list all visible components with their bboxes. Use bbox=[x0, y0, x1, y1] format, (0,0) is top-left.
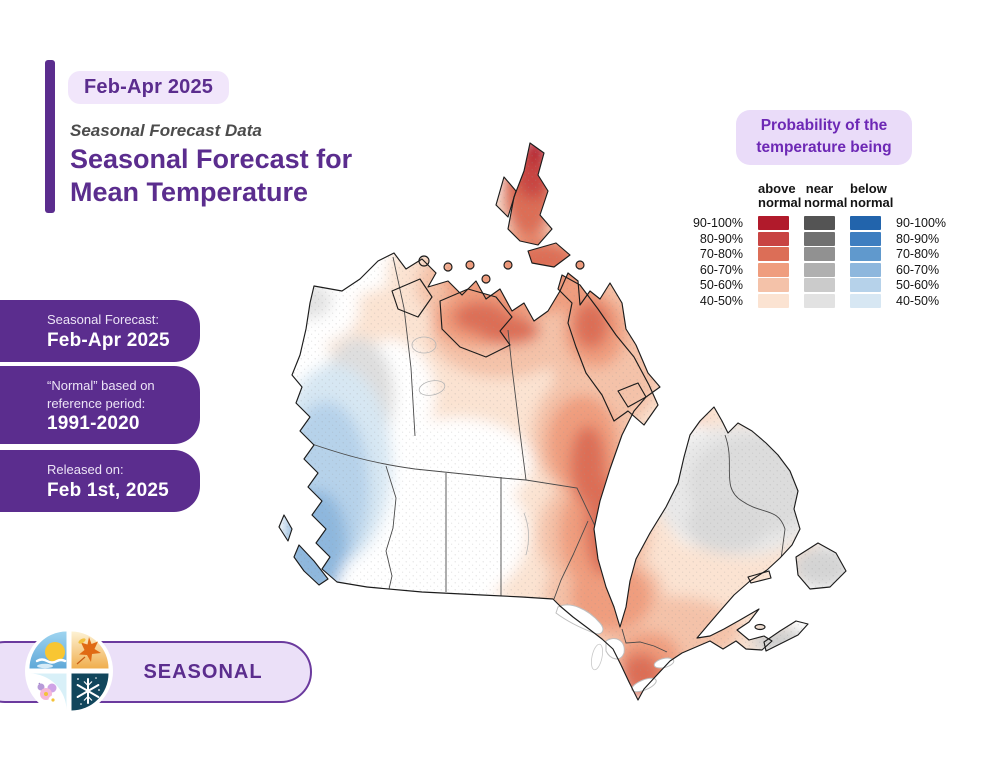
legend-swatch-above bbox=[758, 262, 789, 277]
legend-swatch-below bbox=[850, 293, 881, 308]
legend-body: 90-100% 80-90% 70-80% 60-70% 50-60% 40-50% 90… bbox=[681, 216, 958, 308]
lake-huron bbox=[605, 638, 625, 660]
great-bear-lake bbox=[411, 336, 437, 354]
legend-swatch-near bbox=[804, 278, 835, 293]
legend-labels-right: 90-100% 80-90% 70-80% 60-70% 50-60% 40-50% bbox=[896, 216, 958, 308]
info-card-label: “Normal” based on reference period: bbox=[47, 378, 155, 411]
seasonal-tab-label: SEASONAL bbox=[143, 660, 263, 683]
winter-quadrant bbox=[71, 673, 109, 711]
info-card-label: Seasonal Forecast: bbox=[47, 312, 160, 327]
period-badge: Feb-Apr 2025 bbox=[68, 71, 230, 104]
legend-row-label: 60-70% bbox=[699, 262, 743, 277]
legend: above normal near normal below normal 90… bbox=[681, 181, 958, 308]
legend-title-badge: Probability of the temperature being bbox=[736, 110, 912, 165]
lake-winnipeg bbox=[523, 512, 529, 556]
info-card-release-date: Released on: Feb 1st, 2025 bbox=[0, 450, 200, 512]
autumn-quadrant bbox=[71, 631, 109, 669]
legend-labels-left: 90-100% 80-90% 70-80% 60-70% 50-60% 40-50% bbox=[681, 216, 743, 308]
legend-swatch-near bbox=[804, 216, 835, 231]
legend-swatches-below bbox=[850, 216, 881, 308]
info-card-label: Released on: bbox=[47, 462, 124, 477]
legend-row-label: 60-70% bbox=[896, 262, 940, 277]
legend-swatch-near bbox=[804, 231, 835, 246]
legend-row-label: 40-50% bbox=[699, 293, 743, 308]
page-title-line1: Seasonal Forecast for bbox=[70, 144, 353, 174]
page-title-line2: Mean Temperature bbox=[70, 177, 309, 208]
legend-swatch-below bbox=[850, 216, 881, 231]
info-card-value: Feb 1st, 2025 bbox=[47, 479, 169, 501]
legend-row-label: 50-60% bbox=[896, 278, 940, 293]
legend-row-label: 90-100% bbox=[692, 216, 743, 231]
legend-row-label: 90-100% bbox=[896, 216, 947, 231]
province-borders bbox=[291, 256, 786, 653]
legend-row-label: 40-50% bbox=[896, 293, 940, 308]
legend-title-line2: temperature being bbox=[756, 139, 892, 157]
legend-row-label: 70-80% bbox=[896, 247, 940, 262]
legend-swatch-above bbox=[758, 216, 789, 231]
legend-swatch-above bbox=[758, 293, 789, 308]
info-card-value: Feb-Apr 2025 bbox=[47, 329, 170, 351]
legend-swatches-above bbox=[758, 216, 789, 308]
canada-map bbox=[278, 142, 847, 701]
legend-swatch-near bbox=[804, 262, 835, 277]
legend-swatches-near bbox=[804, 216, 835, 308]
legend-swatch-below bbox=[850, 278, 881, 293]
accent-bar bbox=[45, 60, 55, 213]
four-seasons-logo bbox=[25, 627, 113, 715]
legend-swatch-above bbox=[758, 278, 789, 293]
kicker-text: Seasonal Forecast Data bbox=[70, 121, 262, 140]
legend-swatch-near bbox=[804, 247, 835, 262]
legend-row-label: 70-80% bbox=[699, 247, 743, 262]
legend-row-label: 50-60% bbox=[699, 278, 743, 293]
legend-headers: above normal near normal below normal bbox=[681, 181, 958, 210]
lake-michigan bbox=[591, 643, 603, 671]
lake-ontario bbox=[653, 657, 675, 669]
page-title: Seasonal Forecast for Mean Temperature bbox=[70, 143, 352, 210]
summer-quadrant bbox=[29, 631, 67, 669]
info-card-reference-period: “Normal” based on reference period: 1991… bbox=[0, 366, 200, 444]
great-slave-lake bbox=[418, 380, 446, 396]
legend-title-line1: Probability of the bbox=[760, 117, 888, 134]
legend-row-label: 80-90% bbox=[699, 231, 743, 246]
legend-swatch-above bbox=[758, 231, 789, 246]
legend-swatch-below bbox=[850, 247, 881, 262]
legend-swatch-near bbox=[804, 293, 835, 308]
info-card-forecast-period: Seasonal Forecast: Feb-Apr 2025 bbox=[0, 300, 200, 362]
info-card-value: 1991-2020 bbox=[47, 413, 140, 435]
legend-swatch-below bbox=[850, 262, 881, 277]
legend-swatch-below bbox=[850, 231, 881, 246]
legend-swatch-above bbox=[758, 247, 789, 262]
legend-row-label: 80-90% bbox=[896, 231, 940, 246]
spring-quadrant bbox=[29, 673, 67, 711]
